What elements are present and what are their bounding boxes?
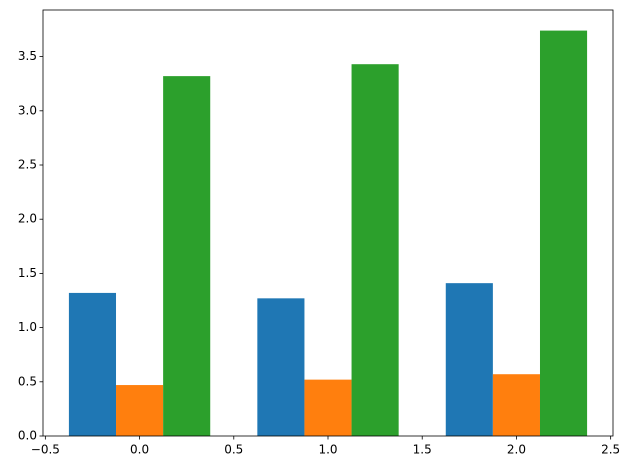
bar <box>445 283 493 436</box>
y-tick-label: 3.5 <box>18 49 37 63</box>
bar <box>163 76 211 437</box>
x-tick-label: 1.5 <box>413 443 432 457</box>
x-tick-label: 2.5 <box>601 443 620 457</box>
y-tick-label: 2.0 <box>18 212 37 226</box>
y-tick-label: 2.5 <box>18 158 37 172</box>
axes-frame <box>42 9 614 437</box>
bar <box>257 298 305 436</box>
x-tick-label: −0.5 <box>31 443 60 457</box>
bar <box>539 30 588 436</box>
bar <box>68 292 117 436</box>
bar <box>116 385 164 436</box>
bar <box>351 64 399 436</box>
x-tick-label: 0.0 <box>130 443 149 457</box>
x-tick-label: 0.5 <box>224 443 243 457</box>
bar <box>304 379 352 436</box>
y-tick-label: 0.0 <box>18 429 37 443</box>
bar <box>492 374 540 436</box>
y-tick-label: 1.5 <box>18 266 37 280</box>
x-tick-label: 2.0 <box>507 443 526 457</box>
y-tick-label: 3.0 <box>18 103 37 117</box>
x-tick-label: 1.0 <box>318 443 337 457</box>
y-tick-label: 1.0 <box>18 320 37 334</box>
y-tick-label: 0.5 <box>18 374 37 388</box>
